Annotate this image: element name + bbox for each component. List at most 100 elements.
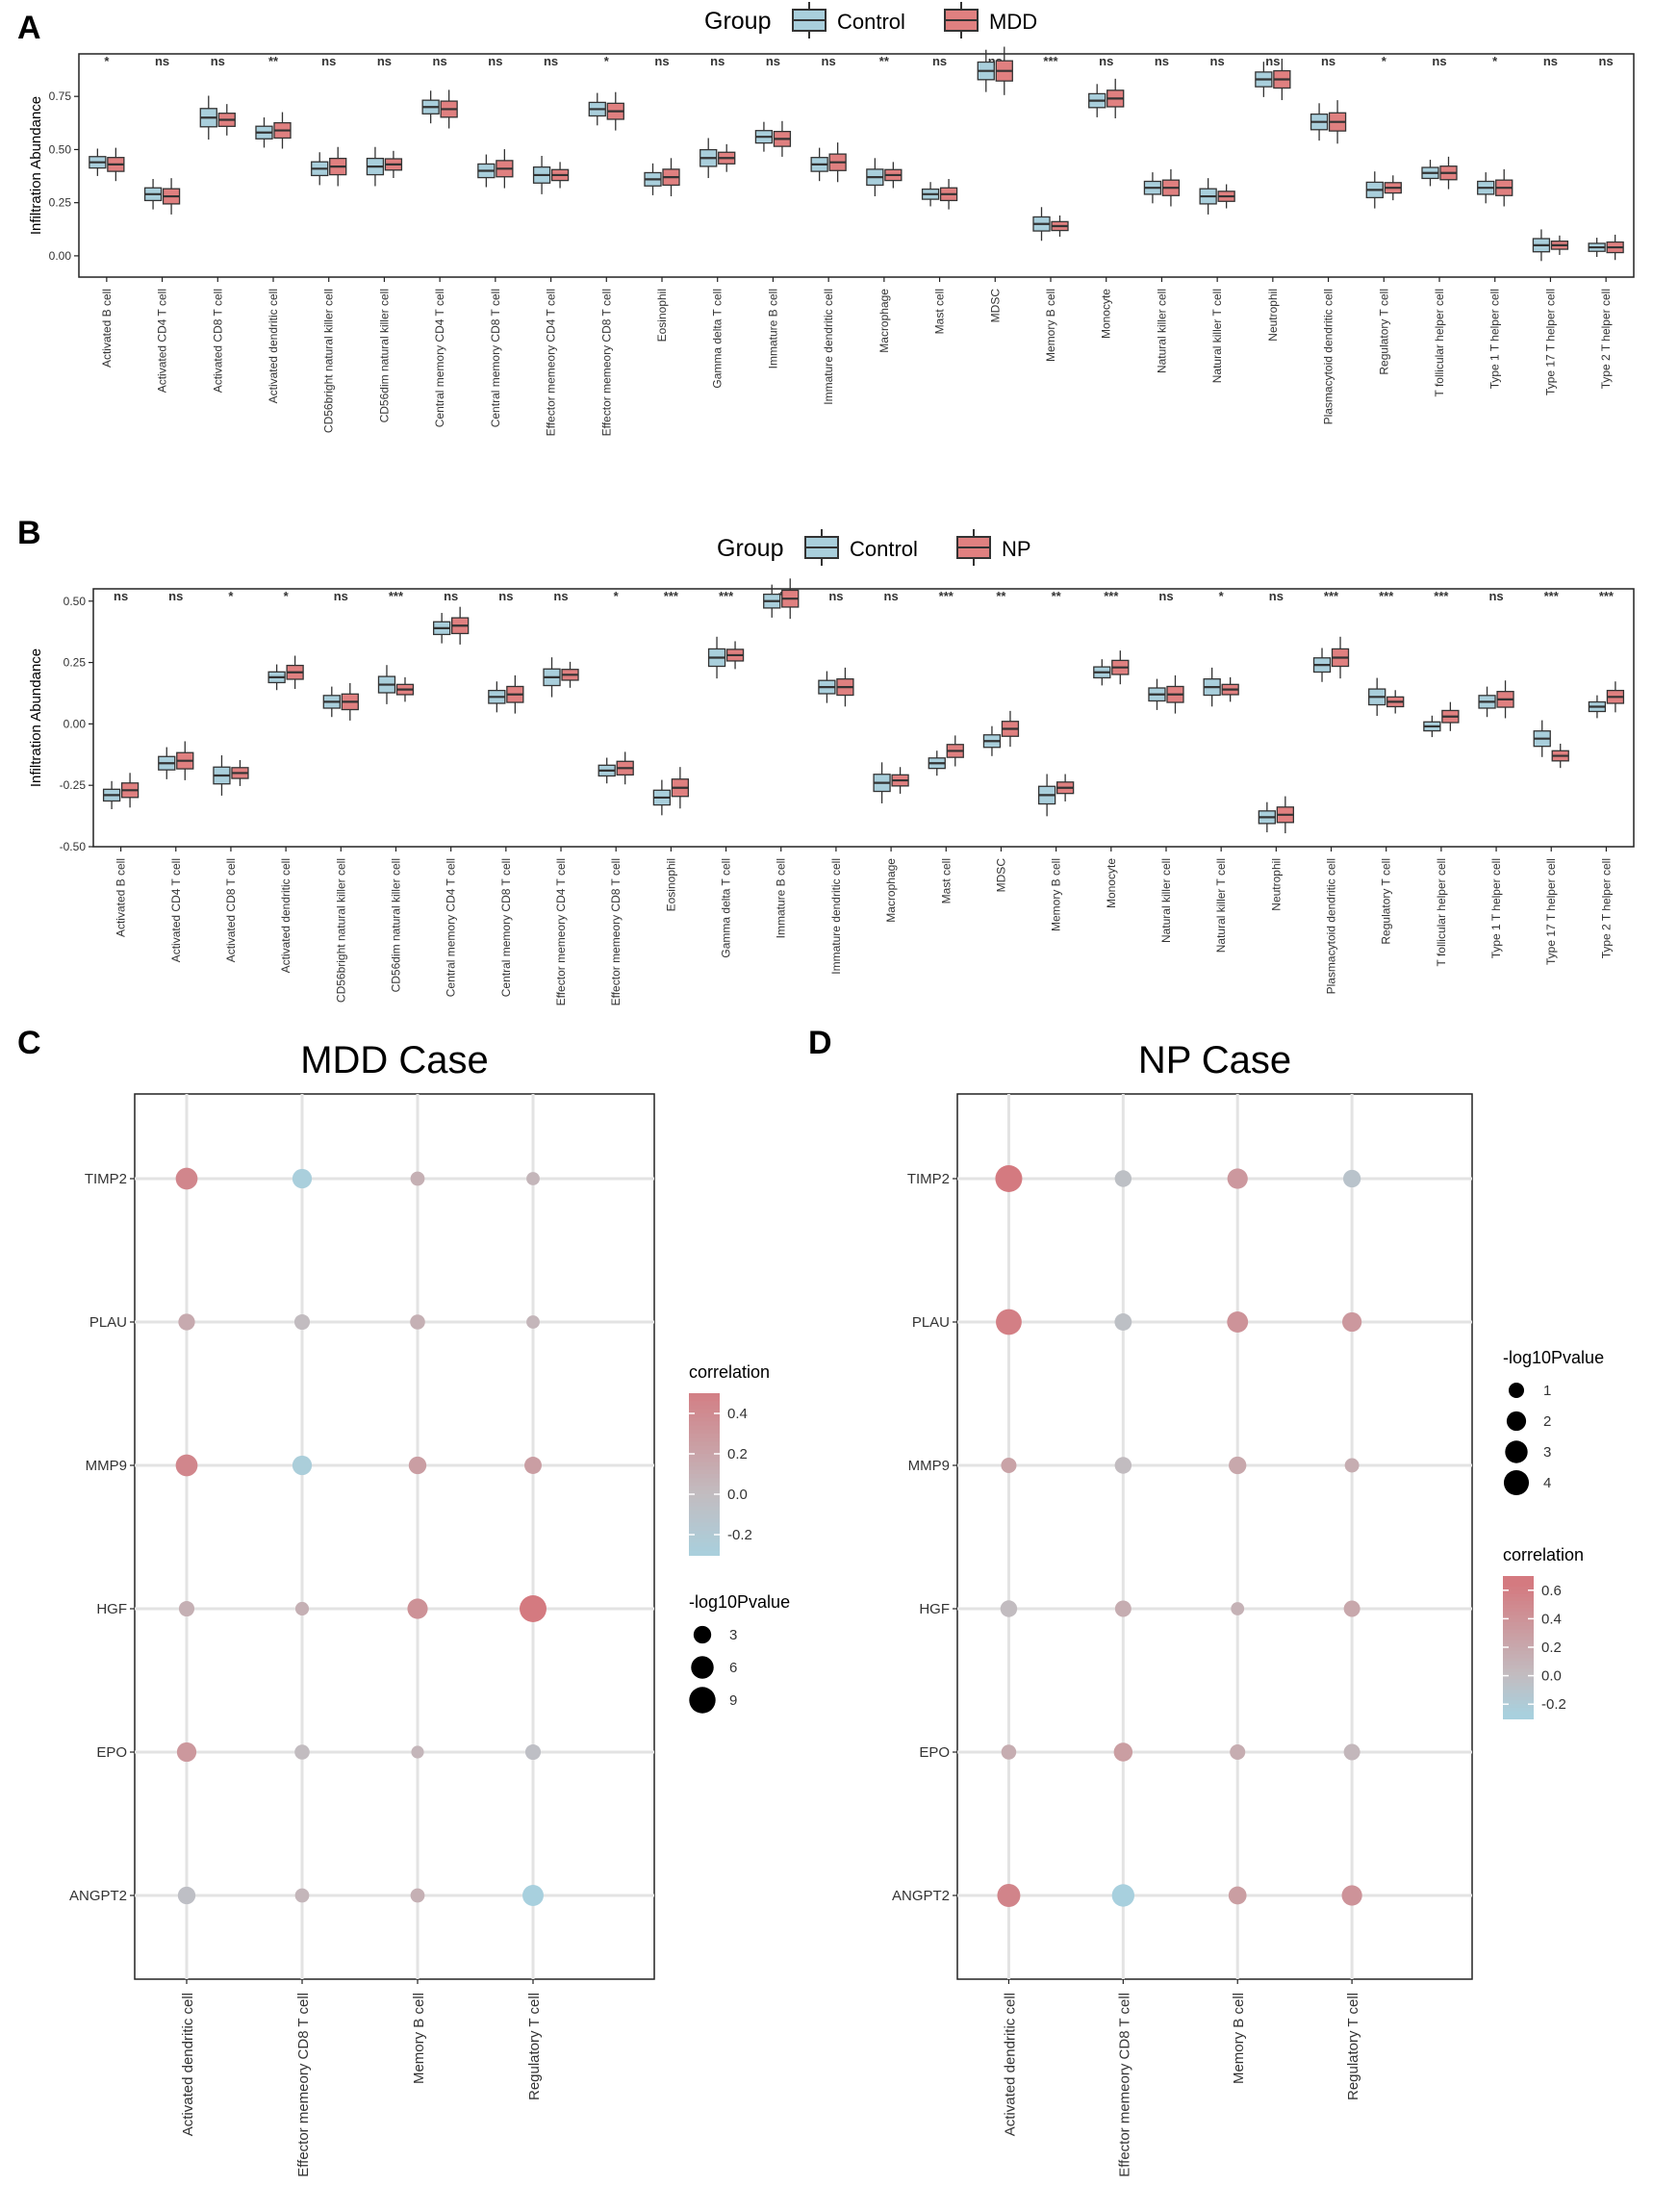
gene-label: HGF xyxy=(919,1601,950,1617)
x-tick-label: Activated dendritic cell xyxy=(267,289,280,403)
legend-gradient-segment xyxy=(1503,1593,1534,1599)
significance-label: ns xyxy=(321,54,336,68)
legend-gradient-segment xyxy=(689,1421,720,1427)
x-tick-label: Macrophage xyxy=(884,858,898,923)
x-tick-label: Type 1 T helper cell xyxy=(1489,858,1503,958)
legend-size-label: 3 xyxy=(729,1627,737,1643)
legend-gradient-segment xyxy=(689,1498,720,1504)
x-tick-label: Gamma delta T cell xyxy=(711,289,725,389)
dot xyxy=(1113,1742,1133,1762)
legend-gradient-label: 0.4 xyxy=(1541,1611,1562,1627)
legend-gradient-segment xyxy=(689,1449,720,1455)
significance-label: ns xyxy=(1321,54,1335,68)
legend-gradient-segment xyxy=(689,1397,720,1403)
legend-gradient-label: 0.4 xyxy=(727,1406,748,1422)
legend-size-dot xyxy=(1508,1382,1525,1399)
dot xyxy=(407,1598,428,1619)
legend-title: correlation xyxy=(1503,1545,1584,1564)
legend-gradient-label: -0.2 xyxy=(1541,1696,1566,1713)
legend-gradient-segment xyxy=(689,1445,720,1451)
legend-gradient-segment xyxy=(1503,1618,1534,1624)
legend-size-dot xyxy=(689,1687,716,1714)
x-tick-label: Effector memeory CD8 T cell xyxy=(599,289,613,436)
dot-panel-c: MDD Case TIMP2 PLAU MMP9 HGF EPO ANGPT2 Activat… xyxy=(69,1039,790,2177)
x-tick-label: Activated CD4 T cell xyxy=(169,858,183,962)
gene-label: ANGPT2 xyxy=(892,1888,950,1904)
dot xyxy=(1001,1457,1017,1474)
legend-gradient-segment xyxy=(1503,1675,1534,1681)
plot-frame xyxy=(92,588,1635,848)
dot xyxy=(995,1165,1023,1192)
x-tick-label: Activated CD8 T cell xyxy=(224,858,238,962)
box-panel-b: Group Control NP Infiltration Abundance -0.5… xyxy=(28,529,1635,1005)
legend-title: Group xyxy=(717,535,783,562)
y-axis-label: Infiltration Abundance xyxy=(28,96,44,235)
cell-type-label: Regulatory T cell xyxy=(526,1993,543,2100)
legend-gradient-segment xyxy=(1503,1647,1534,1652)
legend-gradient-segment xyxy=(1503,1615,1534,1620)
legend-gradient-segment xyxy=(1503,1679,1534,1684)
significance-label: ns xyxy=(1488,589,1503,603)
gene-label: MMP9 xyxy=(86,1458,127,1474)
gene-label: PLAU xyxy=(912,1314,950,1331)
significance-label: ns xyxy=(334,589,348,603)
significance-label: ns xyxy=(488,54,502,68)
legend-gradient-segment xyxy=(689,1550,720,1556)
significance-label: ns xyxy=(1269,589,1284,603)
legend-gradient-segment xyxy=(689,1518,720,1524)
significance-label: *** xyxy=(1544,589,1560,603)
significance-label: ns xyxy=(155,54,169,68)
dot xyxy=(1343,1600,1361,1617)
dot xyxy=(1229,1456,1247,1475)
cell-type-label: Regulatory T cell xyxy=(1345,1993,1361,2100)
legend-gradient-segment xyxy=(1503,1700,1534,1706)
significance-label: ns xyxy=(114,589,128,603)
dot xyxy=(410,1888,425,1903)
legend-gradient-segment xyxy=(689,1486,720,1491)
dot xyxy=(294,1888,310,1903)
legend-gradient-segment xyxy=(1503,1671,1534,1677)
gene-label: MMP9 xyxy=(908,1458,950,1474)
dot xyxy=(292,1168,313,1189)
significance-label: ns xyxy=(1210,54,1225,68)
legend-label: MDD xyxy=(989,10,1037,34)
x-tick-label: Type 2 T helper cell xyxy=(1599,289,1613,389)
dot xyxy=(996,1309,1022,1335)
x-tick-label: Memory B cell xyxy=(1050,858,1063,931)
significance-label: ns xyxy=(211,54,225,68)
legend-gradient-segment xyxy=(689,1413,720,1419)
panel-title: MDD Case xyxy=(300,1039,489,1081)
x-tick-label: Regulatory T cell xyxy=(1380,858,1393,945)
x-tick-label: CD56bright natural killer cell xyxy=(322,289,336,433)
legend-gradient-segment xyxy=(1503,1622,1534,1627)
legend-gradient-segment xyxy=(689,1405,720,1411)
dot xyxy=(292,1455,313,1476)
significance-label: * xyxy=(228,589,234,603)
x-tick-label: Effector memeory CD8 T cell xyxy=(609,858,623,1005)
gene-label: TIMP2 xyxy=(907,1171,950,1187)
dot xyxy=(1000,1600,1018,1617)
significance-label: ns xyxy=(1155,54,1169,68)
significance-label: ns xyxy=(1265,54,1280,68)
dot xyxy=(178,1313,195,1331)
legend-b: Group Control NP xyxy=(717,529,1031,566)
legend-pvalue: -log10Pvalue 3 6 9 xyxy=(689,1592,790,1714)
legend-gradient-label: 0.0 xyxy=(727,1487,748,1503)
significance-label: ns xyxy=(766,54,780,68)
plot-frame xyxy=(956,1093,1473,1980)
legend-gradient-segment xyxy=(1503,1668,1534,1673)
dot xyxy=(1230,1743,1246,1761)
plot-frame xyxy=(78,53,1635,278)
legend-gradient-segment xyxy=(1503,1576,1534,1581)
x-tick-label: Type 2 T helper cell xyxy=(1599,858,1613,958)
dot xyxy=(1227,1168,1248,1189)
legend-size-dot xyxy=(693,1625,712,1644)
gene-label: HGF xyxy=(96,1601,127,1617)
x-tick-label: Natural killer T cell xyxy=(1210,289,1224,383)
significance-label: *** xyxy=(1324,589,1339,603)
box-panel-a: Group Control MDD Infiltration Abundance 0.0… xyxy=(28,2,1635,436)
x-tick-label: Natural killer cell xyxy=(1159,858,1173,943)
y-tick-label: -0.50 xyxy=(60,840,87,853)
legend-gradient-segment xyxy=(1503,1686,1534,1691)
x-tick-label: Activated B cell xyxy=(114,858,128,937)
